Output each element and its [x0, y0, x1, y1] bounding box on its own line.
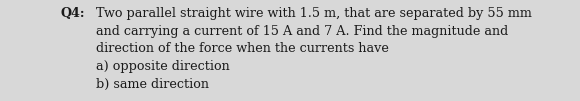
Text: Two parallel straight wire with 1.5 m, that are separated by 55 mm: Two parallel straight wire with 1.5 m, t… [96, 7, 532, 20]
Text: Q4:: Q4: [61, 7, 85, 20]
Text: a) opposite direction: a) opposite direction [96, 60, 230, 73]
Text: and carrying a current of 15 A and 7 A. Find the magnitude and: and carrying a current of 15 A and 7 A. … [96, 25, 508, 38]
Text: direction of the force when the currents have: direction of the force when the currents… [96, 42, 389, 55]
Text: b) same direction: b) same direction [96, 78, 209, 91]
